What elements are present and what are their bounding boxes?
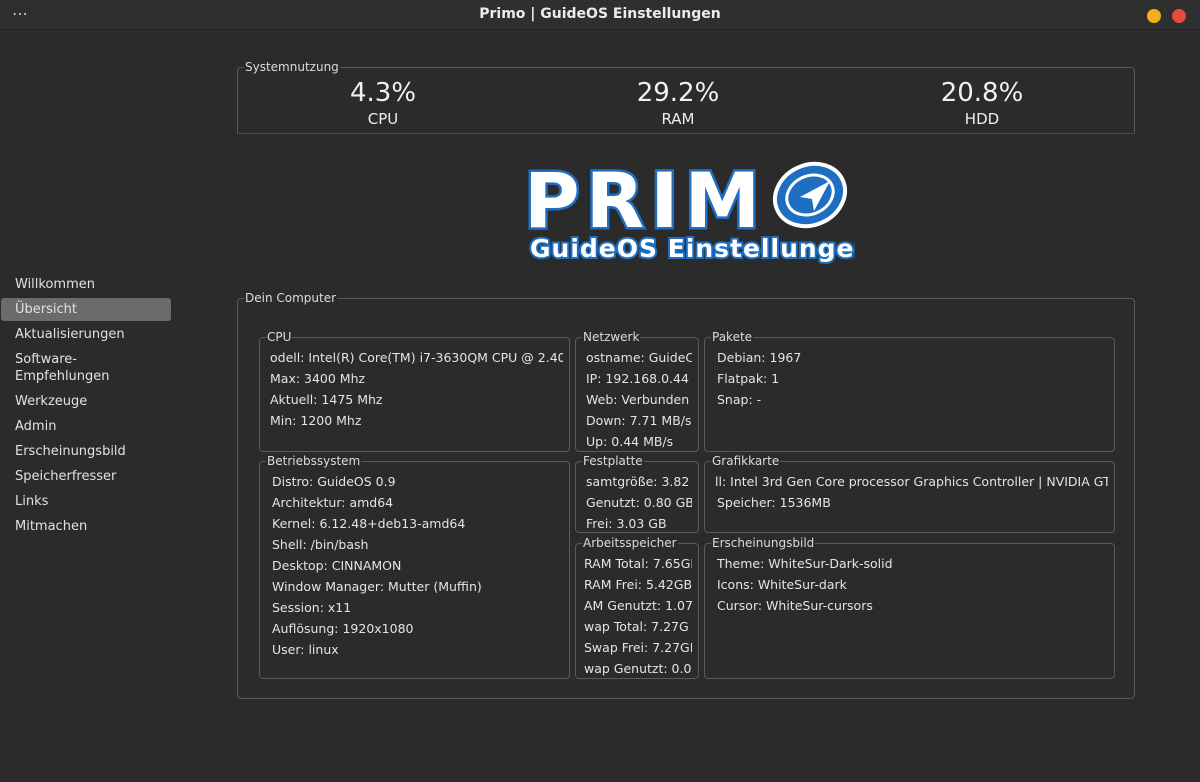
- computer-panel-title: Dein Computer: [244, 291, 338, 305]
- usage-panel: Systemnutzung 4.3% CPU 29.2% RAM 20.8% H…: [237, 60, 1135, 134]
- os-lines: Distro: GuideOS 0.9 Architektur: amd64 K…: [272, 471, 563, 660]
- network-box: ostname: GuideC IP: 192.168.0.44 Web: Ve…: [575, 337, 699, 452]
- cpu-usage-value: 4.3%: [349, 78, 417, 108]
- gpu-box-title: Grafikkarte: [711, 454, 781, 468]
- os-box: Distro: GuideOS 0.9 Architektur: amd64 K…: [259, 461, 570, 679]
- sidebar-item-aktualisierungen[interactable]: Aktualisierungen: [15, 327, 125, 342]
- usage-panel-title: Systemnutzung: [244, 60, 340, 74]
- window-menu-button[interactable]: ⋯: [12, 4, 29, 23]
- computer-panel: Dein Computer odell: Intel(R) Core(TM) i…: [237, 291, 1135, 699]
- cpu-current: Aktuell: 1475 Mhz: [270, 392, 383, 407]
- gpu-lines: ll: Intel 3rd Gen Core processor Graphic…: [715, 471, 1108, 513]
- network-down: Down: 7.71 MB/s: [586, 413, 692, 428]
- memory-swap-total: wap Total: 7.27G: [584, 619, 689, 634]
- hdd-gauge: 20.8% HDD: [882, 78, 1082, 128]
- memory-box-title: Arbeitsspeicher: [582, 536, 678, 550]
- title-bar: ⋯ Primo | GuideOS Einstellungen: [0, 0, 1200, 30]
- memory-ram-total: RAM Total: 7.65GI: [584, 556, 692, 571]
- minimize-button[interactable]: [1147, 9, 1161, 23]
- packages-box-title: Pakete: [711, 330, 754, 344]
- appearance-box-title: Erscheinungsbild: [711, 536, 816, 550]
- cpu-model: odell: Intel(R) Core(TM) i7-3630QM CPU @…: [270, 350, 563, 365]
- network-ip: IP: 192.168.0.44: [586, 371, 689, 386]
- packages-box: Debian: 1967 Flatpak: 1 Snap: -: [704, 337, 1115, 452]
- hdd-usage-value: 20.8%: [940, 78, 1024, 108]
- network-web: Web: Verbunden: [586, 392, 690, 407]
- close-button[interactable]: [1172, 9, 1186, 23]
- appearance-theme: Theme: WhiteSur-Dark-solid: [717, 556, 893, 571]
- gpu-model: ll: Intel 3rd Gen Core processor Graphic…: [715, 474, 1108, 489]
- sidebar-item-admin[interactable]: Admin: [15, 419, 57, 434]
- compass-icon: [772, 161, 848, 229]
- packages-lines: Debian: 1967 Flatpak: 1 Snap: -: [717, 347, 1108, 410]
- network-lines: ostname: GuideC IP: 192.168.0.44 Web: Ve…: [586, 347, 692, 451]
- os-session: Session: x11: [272, 600, 352, 615]
- primo-logo: PRIM GuideOS Einstellungen: [522, 155, 856, 265]
- window-title: Primo | GuideOS Einstellungen: [479, 6, 721, 22]
- disk-box-title: Festplatte: [582, 454, 644, 468]
- network-hostname: ostname: GuideC: [586, 350, 692, 365]
- memory-ram-free: RAM Frei: 5.42GB: [584, 577, 692, 592]
- cpu-box-title: CPU: [266, 330, 293, 344]
- ram-gauge: 29.2% RAM: [578, 78, 778, 128]
- disk-free: Frei: 3.03 GB: [586, 516, 667, 531]
- os-window-manager: Window Manager: Mutter (Muffin): [272, 579, 482, 594]
- cpu-lines: odell: Intel(R) Core(TM) i7-3630QM CPU @…: [270, 347, 563, 431]
- appearance-cursor: Cursor: WhiteSur-cursors: [717, 598, 873, 613]
- appearance-box: Theme: WhiteSur-Dark-solid Icons: WhiteS…: [704, 543, 1115, 679]
- ram-usage-label: RAM: [661, 110, 695, 128]
- memory-ram-used: AM Genutzt: 1.07(: [584, 598, 692, 613]
- sidebar: Willkommen Übersicht Aktualisierungen So…: [0, 276, 175, 543]
- network-box-title: Netzwerk: [582, 330, 641, 344]
- disk-box: samtgröße: 3.82 ( Genutzt: 0.80 GB Frei:…: [575, 461, 699, 533]
- logo-subtitle: GuideOS Einstellungen: [530, 234, 855, 263]
- appearance-icons: Icons: WhiteSur-dark: [717, 577, 847, 592]
- sidebar-item-erscheinungsbild[interactable]: Erscheinungsbild: [15, 444, 126, 459]
- cpu-max: Max: 3400 Mhz: [270, 371, 366, 386]
- ram-usage-value: 29.2%: [636, 78, 720, 108]
- memory-swap-free: Swap Frei: 7.27GE: [584, 640, 692, 655]
- packages-snap: Snap: -: [717, 392, 762, 407]
- hdd-usage-label: HDD: [964, 110, 1000, 128]
- cpu-gauge: 4.3% CPU: [283, 78, 483, 128]
- packages-flatpak: Flatpak: 1: [717, 371, 780, 386]
- logo-word: PRIM: [524, 156, 766, 245]
- sidebar-item-links[interactable]: Links: [15, 494, 49, 509]
- appearance-lines: Theme: WhiteSur-Dark-solid Icons: WhiteS…: [717, 553, 1108, 616]
- os-shell: Shell: /bin/bash: [272, 537, 369, 552]
- cpu-usage-label: CPU: [367, 110, 399, 128]
- disk-lines: samtgröße: 3.82 ( Genutzt: 0.80 GB Frei:…: [586, 471, 692, 532]
- gpu-memory: Speicher: 1536MB: [717, 495, 831, 510]
- gpu-box: ll: Intel 3rd Gen Core processor Graphic…: [704, 461, 1115, 533]
- disk-total: samtgröße: 3.82 (: [586, 474, 692, 489]
- network-up: Up: 0.44 MB/s: [586, 434, 674, 449]
- os-desktop: Desktop: CINNAMON: [272, 558, 402, 573]
- cpu-box: odell: Intel(R) Core(TM) i7-3630QM CPU @…: [259, 337, 570, 452]
- sidebar-item-uebersicht[interactable]: Übersicht: [1, 298, 171, 321]
- sidebar-item-speicherfresser[interactable]: Speicherfresser: [15, 469, 117, 484]
- os-architecture: Architektur: amd64: [272, 495, 394, 510]
- os-distro: Distro: GuideOS 0.9: [272, 474, 396, 489]
- os-resolution: Auflösung: 1920x1080: [272, 621, 414, 636]
- memory-box: RAM Total: 7.65GI RAM Frei: 5.42GB AM Ge…: [575, 543, 699, 679]
- sidebar-item-werkzeuge[interactable]: Werkzeuge: [15, 394, 88, 409]
- os-box-title: Betriebssystem: [266, 454, 362, 468]
- sidebar-item-willkommen[interactable]: Willkommen: [15, 277, 95, 292]
- os-user: User: linux: [272, 642, 339, 657]
- memory-swap-used: wap Genutzt: 0.00: [584, 661, 692, 676]
- disk-used: Genutzt: 0.80 GB: [586, 495, 692, 510]
- os-kernel: Kernel: 6.12.48+deb13-amd64: [272, 516, 466, 531]
- cpu-min: Min: 1200 Mhz: [270, 413, 362, 428]
- sidebar-item-software-empfehlungen[interactable]: Software-Empfehlungen: [15, 352, 110, 384]
- sidebar-item-mitmachen[interactable]: Mitmachen: [15, 519, 88, 534]
- packages-debian: Debian: 1967: [717, 350, 802, 365]
- memory-lines: RAM Total: 7.65GI RAM Frei: 5.42GB AM Ge…: [584, 553, 692, 678]
